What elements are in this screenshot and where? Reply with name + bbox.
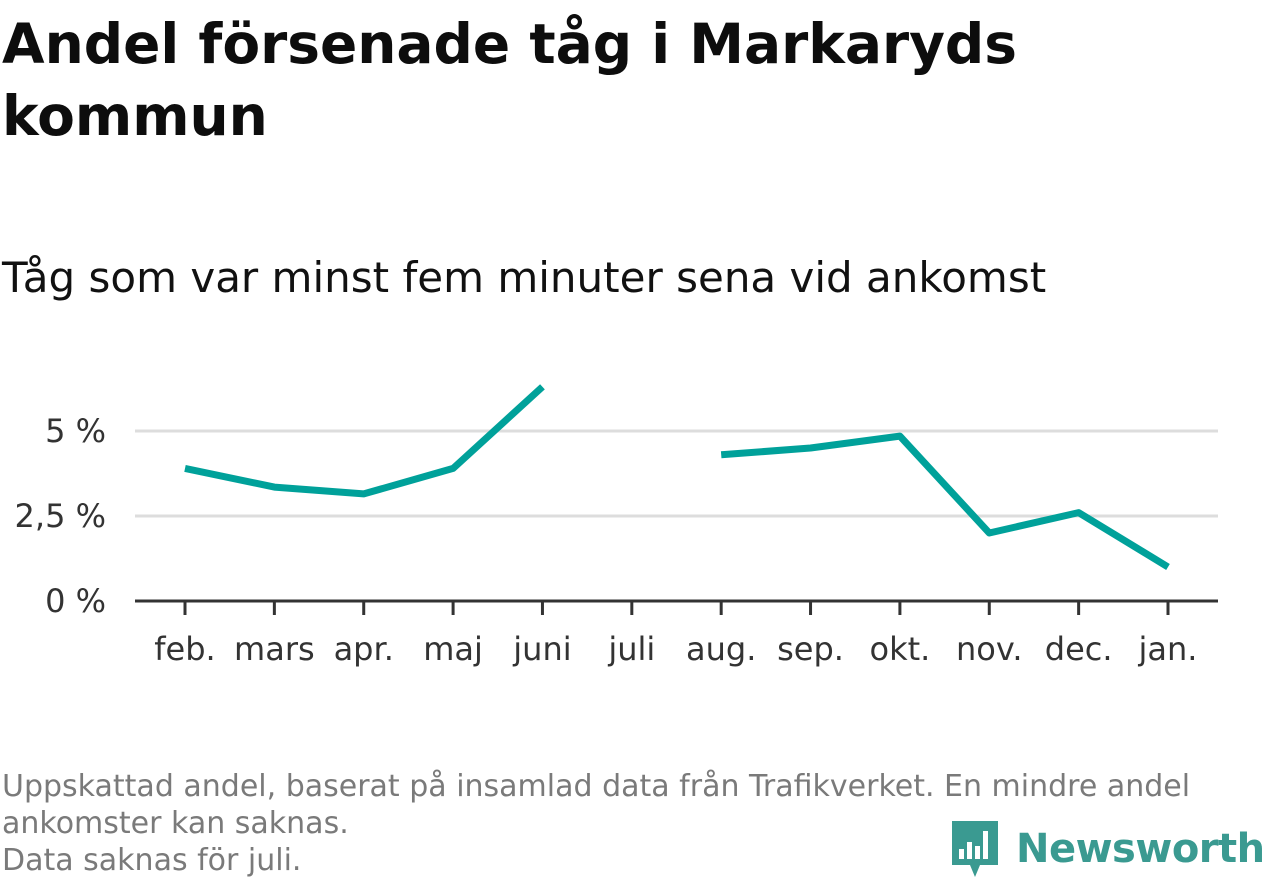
chart-subtitle: Tåg som var minst fem minuter sena vid a… — [2, 253, 1047, 302]
x-tick-label: dec. — [1045, 630, 1113, 668]
footnote-line-3: Data saknas för juli. — [2, 843, 302, 878]
y-tick-label: 2,5 % — [15, 497, 106, 535]
x-tick-label: okt. — [869, 630, 930, 668]
newsworthy-logo: Newsworthy — [950, 818, 1262, 880]
series-line-segment-1 — [184, 384, 545, 498]
x-tick-label: sep. — [777, 630, 844, 668]
footnote: Uppskattad andel, baserat på insamlad da… — [2, 768, 1252, 879]
x-tick-label: maj — [423, 630, 483, 668]
line-chart: 0 % 2,5 % 5 % feb. mars apr. maj juni juli aug. se… — [15, 384, 1218, 668]
chart-title: Andel försenade tåg i Markaryds kommun — [2, 12, 1018, 148]
y-tick-label: 0 % — [45, 582, 106, 620]
logo-text: Newsworthy — [1016, 826, 1262, 872]
y-tick-label: 5 % — [45, 412, 106, 450]
x-tick-label: aug. — [686, 630, 756, 668]
footnote-line-1: Uppskattad andel, baserat på insamlad da… — [2, 769, 1191, 804]
series-line-segment-2 — [720, 432, 1170, 570]
x-tick-label: juni — [512, 630, 571, 668]
x-tick-label: jan. — [1138, 630, 1198, 668]
x-tick-label: nov. — [956, 630, 1022, 668]
x-tick-label: juli — [607, 630, 655, 668]
x-tick-label: mars — [234, 630, 315, 668]
x-tick-label: feb. — [154, 630, 215, 668]
x-tick-label: apr. — [334, 630, 394, 668]
bar-chart-speech-icon — [952, 821, 998, 877]
footnote-line-2: ankomster kan saknas. — [2, 806, 349, 841]
